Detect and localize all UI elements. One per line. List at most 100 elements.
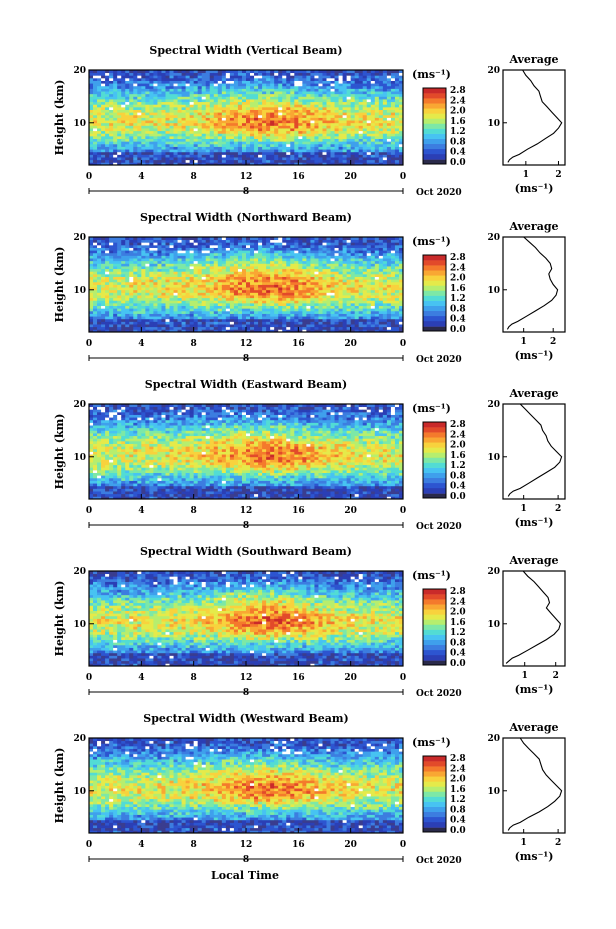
heatmap-cell [258, 292, 263, 296]
heatmap-cell [137, 287, 142, 291]
heatmap-cell [221, 70, 227, 74]
heatmap-cell [105, 305, 110, 309]
heatmap-cell [314, 316, 319, 320]
heatmap-cell [310, 310, 315, 314]
heatmap-cell [314, 321, 319, 325]
heatmap-cell [306, 122, 311, 126]
heatmap-cell [133, 104, 138, 108]
heatmap-cell [290, 88, 295, 92]
heatmap-cell [286, 141, 291, 145]
heatmap-cell [197, 255, 203, 259]
heatmap-cell [342, 96, 348, 100]
heatmap-cell [213, 154, 219, 158]
heatmap-cell [314, 305, 319, 309]
heatmap-cell [157, 125, 162, 129]
heatmap-cell [181, 133, 187, 137]
heatmap-cell [209, 300, 215, 304]
heatmap-cell [233, 258, 239, 262]
heatmap-cell [338, 96, 344, 100]
heatmap-cell [266, 273, 271, 277]
heatmap-cell [233, 117, 239, 121]
heatmap-cell [282, 130, 287, 134]
heatmap-cell [133, 151, 138, 155]
heatmap-cell [157, 297, 162, 301]
heatmap-cell [145, 287, 150, 291]
heatmap-cell [141, 289, 146, 293]
heatmap-cell [221, 305, 227, 309]
heatmap-cell [137, 242, 142, 246]
heatmap-cell [354, 114, 360, 118]
heatmap-cell [398, 104, 404, 108]
heatmap-cell [362, 93, 368, 97]
heatmap-cell [205, 80, 211, 84]
heatmap-cell [237, 292, 243, 296]
heatmap-cell [141, 239, 146, 243]
heatmap-cell [177, 70, 182, 74]
heatmap-cell [89, 239, 94, 243]
heatmap-cell [201, 268, 207, 272]
heatmap-cell [153, 276, 158, 280]
heatmap-cell [370, 70, 376, 74]
heatmap-cell [137, 112, 142, 116]
heatmap-cell [294, 117, 299, 121]
heatmap-cell [290, 268, 295, 272]
heatmap-cell [93, 284, 98, 288]
heatmap-cell [101, 316, 106, 320]
heatmap-cell [93, 252, 98, 256]
heatmap-cell [209, 162, 215, 166]
heatmap-cell [229, 114, 235, 118]
heatmap-cell [209, 83, 215, 87]
heatmap-cell [350, 125, 356, 129]
heatmap-cell [354, 80, 360, 84]
heatmap-cell [105, 289, 110, 293]
heatmap-cell [318, 321, 323, 325]
heatmap-cell [254, 266, 259, 270]
heatmap-cell [153, 287, 158, 291]
heatmap-cell [254, 271, 259, 275]
heatmap-cell [109, 88, 114, 92]
heatmap-cell [169, 310, 174, 314]
heatmap-cell [334, 154, 339, 158]
heatmap-cell [266, 80, 271, 84]
heatmap-cell [113, 112, 118, 116]
heatmap-cell [278, 242, 283, 246]
heatmap-cell [141, 117, 146, 121]
heatmap-cell [141, 242, 146, 246]
heatmap-cell [229, 135, 235, 140]
heatmap-cell [286, 284, 291, 288]
heatmap-cell [213, 260, 219, 264]
heatmap-cell [318, 242, 323, 246]
heatmap-cell [270, 72, 275, 76]
heatmap-cell [181, 114, 187, 118]
heatmap-cell [213, 149, 219, 153]
heatmap-cell [201, 316, 207, 320]
heatmap-cell [205, 297, 211, 301]
heatmap-cell [302, 93, 307, 97]
heatmap-cell [137, 258, 142, 262]
heatmap-cell [318, 135, 323, 140]
heatmap-cell [205, 308, 211, 312]
heatmap-cell [258, 271, 263, 275]
heatmap-cell [274, 308, 279, 312]
heatmap-cell [117, 130, 122, 134]
heatmap-cell [181, 157, 187, 161]
heatmap-cell [302, 143, 307, 147]
heatmap-cell [165, 122, 170, 126]
heatmap-cell [306, 308, 311, 312]
heatmap-cell [165, 318, 170, 322]
heatmap-cell [266, 239, 271, 243]
heatmap-cell [338, 99, 344, 103]
heatmap-cell [306, 138, 311, 142]
heatmap-cell [262, 271, 267, 275]
heatmap-cell [181, 308, 187, 312]
heatmap-cell [298, 114, 303, 118]
heatmap-cell [237, 250, 243, 254]
heatmap-cell [294, 271, 299, 275]
heatmap-cell [270, 135, 275, 140]
heatmap-cell [149, 297, 154, 301]
heatmap-cell [89, 276, 94, 280]
heatmap-cell [141, 85, 146, 89]
heatmap-cell [374, 99, 380, 103]
heatmap-cell [237, 263, 243, 267]
heatmap-cell [258, 106, 263, 110]
